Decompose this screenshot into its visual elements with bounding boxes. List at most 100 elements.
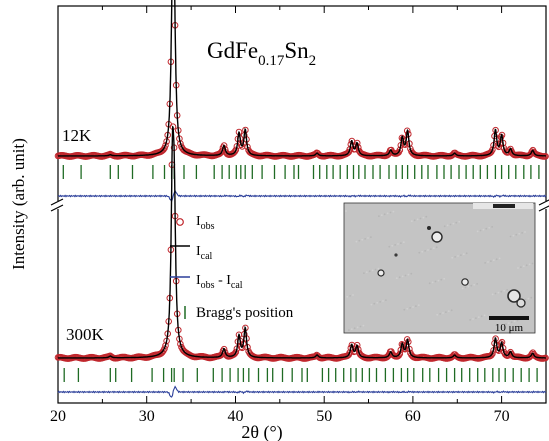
x-tick-label: 70 <box>494 408 510 425</box>
inset-grain <box>430 248 432 251</box>
inset-grain <box>388 245 391 248</box>
x-tick-label: 60 <box>405 408 421 425</box>
observed-point <box>159 349 166 356</box>
inset-grain <box>364 238 366 240</box>
inset-grain <box>521 232 523 234</box>
sem-inset: 10 μm <box>343 202 536 334</box>
inset-grain <box>367 237 369 239</box>
inset-grain <box>530 296 533 299</box>
inset-grain <box>498 257 501 260</box>
inset-grain <box>377 267 380 270</box>
inset-grain <box>443 225 446 228</box>
inset-grain <box>527 297 530 300</box>
inset-grain <box>353 327 356 330</box>
inset-grain <box>410 272 413 275</box>
inset-grain <box>352 294 354 296</box>
inset-grain <box>417 304 420 307</box>
inset-grain <box>522 265 525 268</box>
inset-grain <box>506 289 508 291</box>
inset-grain <box>457 255 459 257</box>
inset-scale-bar <box>489 316 529 320</box>
inset-grain <box>421 250 424 253</box>
inset-grain <box>435 246 438 249</box>
observed-point <box>353 139 361 147</box>
inset-particle <box>431 231 443 243</box>
x-tick-label: 50 <box>316 408 332 425</box>
x-axis-label-main: 2θ <box>241 422 259 441</box>
inset-grain <box>515 233 518 236</box>
inset-grain <box>345 210 347 212</box>
inset-grain <box>350 328 353 331</box>
inset-grain <box>413 219 416 222</box>
panel-label-300k: 300K <box>66 325 105 344</box>
inset-grain <box>412 306 414 308</box>
inset-grain <box>382 300 384 302</box>
inset-grain <box>404 274 407 277</box>
observed-point <box>218 147 226 155</box>
observed-point <box>161 345 168 353</box>
inset-grain <box>454 256 456 258</box>
inset-grain <box>465 252 468 255</box>
inset-grain <box>398 276 401 279</box>
legend: Iobs Ical Iobs - Ical Bragg's position <box>170 214 294 321</box>
inset-grain <box>418 251 421 254</box>
inset-particle <box>461 278 469 286</box>
x-axis: 20 30 40 50 60 70 <box>50 6 547 425</box>
inset-grain <box>524 231 526 233</box>
inset-grain <box>355 240 358 243</box>
inset-grain <box>415 305 417 307</box>
inset-grain <box>477 316 480 319</box>
inset-grain <box>428 282 431 285</box>
inset-grain <box>449 223 452 226</box>
inset-grain <box>518 232 521 235</box>
formula-sub-fe: 0.17 <box>258 53 285 69</box>
inset-grain <box>485 227 488 230</box>
inset-grain <box>359 325 362 328</box>
inset-grain <box>373 302 376 305</box>
inset-grain <box>517 267 519 269</box>
inset-grain <box>346 295 349 298</box>
inset-grain <box>490 260 492 262</box>
inset-grain <box>476 230 479 233</box>
inset-grain <box>394 244 396 246</box>
inset-grain <box>480 315 483 318</box>
inset-grain <box>416 218 419 221</box>
observed-point <box>401 345 409 353</box>
inset-grain <box>348 329 350 331</box>
inset-grain <box>494 292 497 295</box>
inset-grain <box>378 215 380 218</box>
y-axis-label: Intensity (arb. unit) <box>9 138 28 270</box>
inset-particle <box>377 269 385 277</box>
legend-obs-marker <box>176 218 184 226</box>
inset-grain <box>425 215 428 218</box>
inset-background <box>343 202 536 334</box>
inset-grain <box>531 262 534 265</box>
observed-series <box>54 22 549 160</box>
legend-obs-label: Iobs <box>196 214 215 232</box>
inset-particle <box>394 253 398 257</box>
panel-12k <box>54 0 549 203</box>
inset-grain <box>406 307 409 310</box>
inset-grain <box>451 256 454 259</box>
inset-grain <box>376 301 379 304</box>
x-axis-label: 2θ (°) <box>241 422 282 441</box>
difference-line <box>57 189 547 203</box>
inset-grain <box>492 259 495 262</box>
inset-grain <box>401 275 404 278</box>
inset-grain <box>469 319 471 321</box>
inset-grain <box>470 284 473 287</box>
inset-grain <box>483 314 486 317</box>
inset-grain <box>520 266 522 268</box>
observed-point <box>232 348 240 356</box>
inset-grain <box>505 323 507 325</box>
inset-grain <box>460 254 462 256</box>
inset-grain <box>443 277 446 280</box>
formula-sub-sn: 2 <box>309 53 317 69</box>
inset-grain <box>361 238 364 241</box>
x-tick-label: 30 <box>139 408 155 425</box>
calculated-line <box>58 125 546 359</box>
panel-label-12k: 12K <box>62 126 92 145</box>
inset-grain <box>509 235 512 238</box>
bragg-ticks <box>63 368 538 382</box>
inset-grain <box>358 239 361 242</box>
